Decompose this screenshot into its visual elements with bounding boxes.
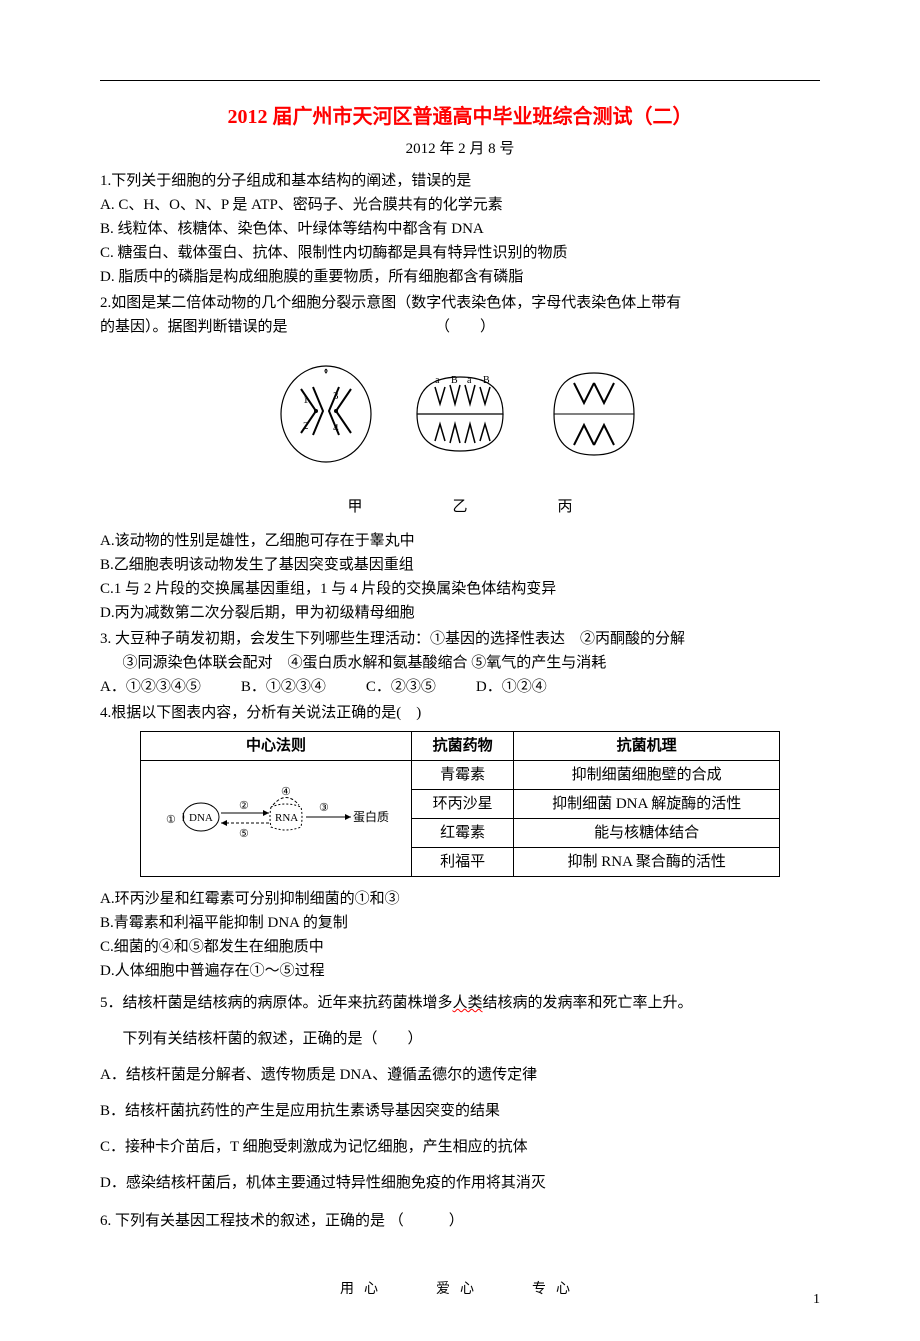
drug-4: 利福平 (412, 848, 514, 877)
q3-option-a: A．①②③④⑤ (100, 675, 201, 699)
q2-option-d: D.丙为减数第二次分裂后期，甲为初级精母细胞 (100, 601, 820, 625)
q4-table: 中心法则 抗菌药物 抗菌机理 ① DNA ② (140, 731, 780, 877)
page-title: 2012 届广州市天河区普通高中毕业班综合测试（二） (100, 101, 820, 133)
svg-text:②: ② (239, 800, 249, 812)
q1-option-b: B. 线粒体、核糖体、染色体、叶绿体等结构中都含有 DNA (100, 217, 820, 241)
cell-yi: a B a B (405, 359, 515, 487)
question-6: 6. 下列有关基因工程技术的叙述，正确的是 （ ） (100, 1203, 820, 1239)
label-1: 1 (303, 394, 309, 406)
q3-options: A．①②③④⑤ B．①②③④ C．②③⑤ D．①②④ (100, 675, 820, 699)
th-mechanism: 抗菌机理 (514, 732, 780, 761)
th-drug: 抗菌药物 (412, 732, 514, 761)
q2-figure: 1 2 3 4 (100, 359, 820, 487)
q5-stem-b: 下列有关结核杆菌的叙述，正确的是（ ） (100, 1021, 820, 1057)
q2-option-a: A.该动物的性别是雄性，乙细胞可存在于睾丸中 (100, 529, 820, 553)
q4-option-c: C.细菌的④和⑤都发生在细胞质中 (100, 935, 820, 959)
drug-3: 红霉素 (412, 819, 514, 848)
q2-stem-b: 的基因）。据图判断错误的是 （ ） (100, 315, 820, 339)
drug-1: 青霉素 (412, 761, 514, 790)
q1-option-d: D. 脂质中的磷脂是构成细胞膜的重要物质，所有细胞都含有磷脂 (100, 265, 820, 289)
q1-option-a: A. C、H、O、N、P 是 ATP、密码子、光合膜共有的化学元素 (100, 193, 820, 217)
q4-option-d: D.人体细胞中普遍存在①～⑤过程 (100, 959, 820, 983)
label-B1: B (451, 375, 458, 386)
label-4: 4 (333, 422, 339, 434)
label-B2: B (483, 375, 490, 386)
question-4: 4.根据以下图表内容，分析有关说法正确的是( ) 中心法则 抗菌药物 抗菌机理 … (100, 701, 820, 983)
question-3: 3. 大豆种子萌发初期，会发生下列哪些生理活动：①基因的选择性表达 ②丙酮酸的分… (100, 627, 820, 699)
q2-captions: 甲 乙 丙 (100, 495, 820, 519)
th-dogma: 中心法则 (141, 732, 412, 761)
q3-stem-a: 3. 大豆种子萌发初期，会发生下列哪些生理活动：①基因的选择性表达 ②丙酮酸的分… (100, 627, 820, 651)
q3-option-b: B．①②③④ (241, 675, 326, 699)
question-5: 5．结核杆菌是结核病的病原体。近年来抗药菌株增多人类结核病的发病率和死亡率上升。… (100, 985, 820, 1201)
mech-2: 抑制细菌 DNA 解旋酶的活性 (514, 790, 780, 819)
q1-option-c: C. 糖蛋白、载体蛋白、抗体、限制性内切酶都是具有特异性识别的物质 (100, 241, 820, 265)
central-dogma-cell: ① DNA ② ⑤ ④ (141, 761, 412, 877)
q5-option-d: D．感染结核杆菌后，机体主要通过特异性细胞免疫的作用将其消灭 (100, 1165, 820, 1201)
question-1: 1.下列关于细胞的分子组成和基本结构的阐述，错误的是 A. C、H、O、N、P … (100, 169, 820, 289)
q3-stem-b: ③同源染色体联会配对 ④蛋白质水解和氨基酸缩合 ⑤氧气的产生与消耗 (100, 651, 820, 675)
exam-date: 2012 年 2 月 8 号 (100, 137, 820, 161)
mech-4: 抑制 RNA 聚合酶的活性 (514, 848, 780, 877)
svg-text:③: ③ (319, 802, 329, 814)
svg-text:④: ④ (281, 786, 291, 798)
q5-option-c: C．接种卡介苗后，T 细胞受刺激成为记忆细胞，产生相应的抗体 (100, 1129, 820, 1165)
q6-stem: 6. 下列有关基因工程技术的叙述，正确的是 （ ） (100, 1203, 820, 1239)
q5-stem-a: 5．结核杆菌是结核病的病原体。近年来抗药菌株增多人类结核病的发病率和死亡率上升。 (100, 985, 820, 1021)
page-number: 1 (813, 1289, 820, 1311)
svg-text:⑤: ⑤ (239, 828, 249, 840)
caption-bing: 丙 (558, 495, 573, 519)
label-a2: a (467, 375, 472, 386)
q2-stem-b-text: 的基因）。据图判断错误的是 (100, 319, 288, 335)
q3-option-c: C．②③⑤ (366, 675, 436, 699)
q2-option-c: C.1 与 2 片段的交换属基因重组，1 与 4 片段的交换属染色体结构变异 (100, 577, 820, 601)
svg-text:①: ① (166, 814, 176, 826)
q1-stem: 1.下列关于细胞的分子组成和基本结构的阐述，错误的是 (100, 169, 820, 193)
mech-3: 能与核糖体结合 (514, 819, 780, 848)
label-3: 3 (333, 390, 339, 402)
cell-jia: 1 2 3 4 (271, 359, 381, 487)
caption-jia: 甲 (347, 495, 362, 519)
label-a1: a (435, 375, 440, 386)
q4-stem: 4.根据以下图表内容，分析有关说法正确的是( ) (100, 701, 820, 725)
q2-paren: （ ） (435, 319, 495, 335)
svg-text:蛋白质: 蛋白质 (353, 809, 389, 824)
page-footer: 用心 爱心 专心 (100, 1279, 820, 1301)
q2-option-b: B.乙细胞表明该动物发生了基因突变或基因重组 (100, 553, 820, 577)
q4-option-a: A.环丙沙星和红霉素可分别抑制细菌的①和③ (100, 887, 820, 911)
cell-bing (539, 359, 649, 487)
q5-underlined: 人类 (453, 995, 483, 1011)
caption-yi: 乙 (452, 495, 467, 519)
mech-1: 抑制细菌细胞壁的合成 (514, 761, 780, 790)
drug-2: 环丙沙星 (412, 790, 514, 819)
q5-option-a: A．结核杆菌是分解者、遗传物质是 DNA、遵循孟德尔的遗传定律 (100, 1057, 820, 1093)
label-2: 2 (303, 420, 309, 432)
q4-option-b: B.青霉素和利福平能抑制 DNA 的复制 (100, 911, 820, 935)
q3-option-d: D．①②④ (476, 675, 547, 699)
q5-option-b: B．结核杆菌抗药性的产生是应用抗生素诱导基因突变的结果 (100, 1093, 820, 1129)
svg-text:DNA: DNA (189, 812, 213, 824)
q2-stem-a: 2.如图是某二倍体动物的几个细胞分裂示意图（数字代表染色体，字母代表染色体上带有 (100, 291, 820, 315)
svg-text:RNA: RNA (275, 812, 298, 824)
question-2: 2.如图是某二倍体动物的几个细胞分裂示意图（数字代表染色体，字母代表染色体上带有… (100, 291, 820, 625)
